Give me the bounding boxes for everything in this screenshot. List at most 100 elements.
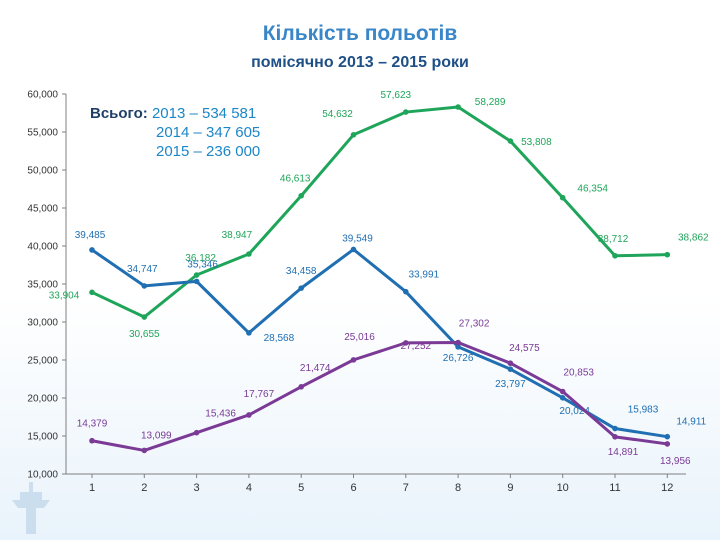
x-tick-label: 8	[455, 482, 461, 494]
series-1-data-label: 53,808	[521, 137, 552, 148]
series-3-point	[403, 340, 409, 346]
series-2-point	[141, 283, 148, 289]
series-2-data-label: 33,991	[409, 270, 440, 281]
y-tick-label: 50,000	[27, 166, 58, 177]
series-1-point	[298, 192, 305, 199]
series-3-data-label: 20,853	[563, 368, 594, 379]
chart-title: Кількість польотів	[262, 22, 458, 45]
x-tick-label: 10	[557, 482, 569, 494]
series-2-point	[403, 288, 409, 295]
series-1-data-label: 38,712	[598, 234, 629, 245]
series-3-data-label: 14,891	[608, 447, 639, 458]
x-tick-label: 6	[350, 482, 356, 494]
series-2-data-label: 23,797	[495, 379, 526, 390]
series-1-data-label: 30,655	[129, 329, 160, 340]
series-2-point	[350, 246, 357, 253]
series-3-data-label: 25,016	[344, 332, 375, 343]
series-1-point	[403, 109, 409, 115]
series-3-point	[559, 388, 566, 395]
control-tower-icon	[12, 482, 50, 534]
series-1-data-label: 46,354	[577, 184, 608, 195]
series-2-point	[559, 395, 566, 401]
series-2-data-label: 34,458	[286, 266, 317, 277]
series-3-point	[664, 441, 671, 447]
series-1-data-label: 46,613	[280, 174, 311, 185]
series-1-data-label: 57,623	[381, 90, 412, 101]
series-1-point	[559, 194, 566, 201]
series-3-point	[507, 360, 514, 367]
series-2-data-label: 34,747	[127, 264, 158, 275]
series-2-data-label: 15,983	[628, 405, 659, 416]
series-1-data-label: 36,182	[185, 253, 216, 264]
series-1-point	[507, 138, 514, 144]
series-2-point	[507, 366, 514, 372]
x-tick-label: 4	[246, 482, 252, 494]
series-1-data-label: 38,947	[222, 230, 253, 241]
y-tick-label: 20,000	[27, 394, 58, 405]
series-3-data-label: 13,956	[660, 456, 691, 467]
series-1-point	[612, 252, 618, 259]
x-tick-label: 7	[403, 482, 409, 494]
y-tick-label: 45,000	[27, 204, 58, 215]
series-1-data-label: 33,904	[49, 290, 80, 301]
series-2-point	[246, 330, 252, 336]
chart-subtitle: помісячно 2013 – 2015 роки	[251, 54, 469, 71]
y-tick-label: 30,000	[27, 318, 58, 329]
series-3-point	[455, 339, 461, 346]
x-tick-label: 9	[507, 482, 513, 494]
y-tick-label: 40,000	[27, 242, 58, 253]
series-2-point	[298, 285, 305, 291]
series-3-data-label: 13,099	[141, 430, 172, 441]
y-tick-label: 10,000	[27, 470, 58, 481]
series-1-point	[193, 272, 200, 278]
series-line-2	[91, 247, 668, 439]
series-2-data-label: 39,485	[75, 230, 106, 241]
series-2-data-label: 26,726	[443, 353, 474, 364]
series-2-point	[89, 247, 95, 253]
series-2-point	[664, 433, 671, 440]
series-1-data-label: 54,632	[322, 109, 353, 120]
x-tick-label: 12	[661, 482, 673, 494]
y-tick-label: 60,000	[27, 90, 58, 101]
total-2015: 2015 – 236 000	[156, 143, 261, 160]
y-tick-label: 15,000	[27, 432, 58, 443]
series-3-point	[193, 429, 200, 436]
series-3-data-label: 24,575	[509, 343, 540, 354]
x-tick-label: 1	[89, 482, 95, 494]
series-3-data-label: 14,379	[77, 419, 108, 430]
total-2013: 2013 – 534 581	[151, 105, 257, 122]
series-2-data-label: 14,911	[676, 417, 706, 428]
total-2014: 2014 – 347 605	[156, 124, 261, 141]
series-3-data-label: 17,767	[244, 389, 275, 400]
series-1-point	[141, 314, 148, 320]
series-2-point	[455, 344, 461, 350]
series-line-3	[91, 341, 668, 452]
series-3-point	[350, 357, 357, 363]
series-3-point	[89, 437, 95, 444]
series-3-data-label: 21,474	[300, 363, 331, 374]
y-tick-label: 25,000	[27, 356, 58, 367]
series-2-data-label: 35,346	[187, 259, 218, 270]
series-3-point	[246, 412, 252, 418]
series-1-point	[350, 131, 357, 138]
series-2-data-label: 20,024	[559, 406, 590, 417]
series-1-point	[664, 251, 671, 258]
y-tick-label: 55,000	[27, 128, 58, 139]
series-2-point	[612, 425, 618, 432]
series-1-data-label: 58,289	[475, 97, 506, 108]
series-2-point	[193, 278, 200, 285]
series-3-point	[612, 434, 618, 440]
x-tick-label: 3	[194, 482, 200, 494]
series-2-data-label: 39,549	[342, 233, 373, 244]
series-1-point	[246, 251, 252, 257]
series-1-data-label: 38,862	[678, 233, 709, 244]
x-tick-label: 5	[298, 482, 304, 494]
series-3-data-label: 15,436	[205, 409, 236, 420]
series-3-data-label: 27,252	[401, 341, 432, 352]
totals-label: Всього:	[90, 105, 148, 122]
series-3-data-label: 27,302	[459, 319, 490, 330]
x-tick-label: 11	[609, 482, 620, 494]
series-3-point	[141, 447, 148, 454]
x-tick-label: 2	[141, 482, 147, 494]
